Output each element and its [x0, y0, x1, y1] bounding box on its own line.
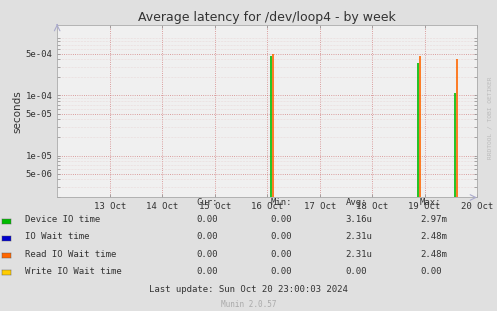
Text: Munin 2.0.57: Munin 2.0.57 — [221, 300, 276, 309]
Text: 0.00: 0.00 — [271, 250, 292, 258]
Y-axis label: seconds: seconds — [12, 90, 23, 132]
Text: Write IO Wait time: Write IO Wait time — [25, 267, 122, 276]
Text: Device IO time: Device IO time — [25, 216, 100, 224]
Text: RRDTOOL / TOBI OETIKER: RRDTOOL / TOBI OETIKER — [487, 77, 492, 160]
Text: 2.48m: 2.48m — [420, 233, 447, 241]
Text: 0.00: 0.00 — [196, 267, 218, 276]
Text: 2.31u: 2.31u — [345, 250, 372, 258]
Text: Min:: Min: — [271, 198, 292, 207]
Text: Max:: Max: — [420, 198, 441, 207]
Text: 0.00: 0.00 — [196, 233, 218, 241]
Text: 2.48m: 2.48m — [420, 250, 447, 258]
Text: Read IO Wait time: Read IO Wait time — [25, 250, 116, 258]
Text: 2.97m: 2.97m — [420, 216, 447, 224]
Text: IO Wait time: IO Wait time — [25, 233, 89, 241]
Text: 0.00: 0.00 — [271, 216, 292, 224]
Text: 2.31u: 2.31u — [345, 233, 372, 241]
Text: 0.00: 0.00 — [420, 267, 441, 276]
Text: 0.00: 0.00 — [345, 267, 367, 276]
Text: Avg:: Avg: — [345, 198, 367, 207]
Text: 0.00: 0.00 — [271, 233, 292, 241]
Text: 0.00: 0.00 — [271, 267, 292, 276]
Text: Cur:: Cur: — [196, 198, 218, 207]
Text: 0.00: 0.00 — [196, 250, 218, 258]
Text: 3.16u: 3.16u — [345, 216, 372, 224]
Text: Last update: Sun Oct 20 23:00:03 2024: Last update: Sun Oct 20 23:00:03 2024 — [149, 285, 348, 294]
Title: Average latency for /dev/loop4 - by week: Average latency for /dev/loop4 - by week — [138, 11, 396, 24]
Text: 0.00: 0.00 — [196, 216, 218, 224]
